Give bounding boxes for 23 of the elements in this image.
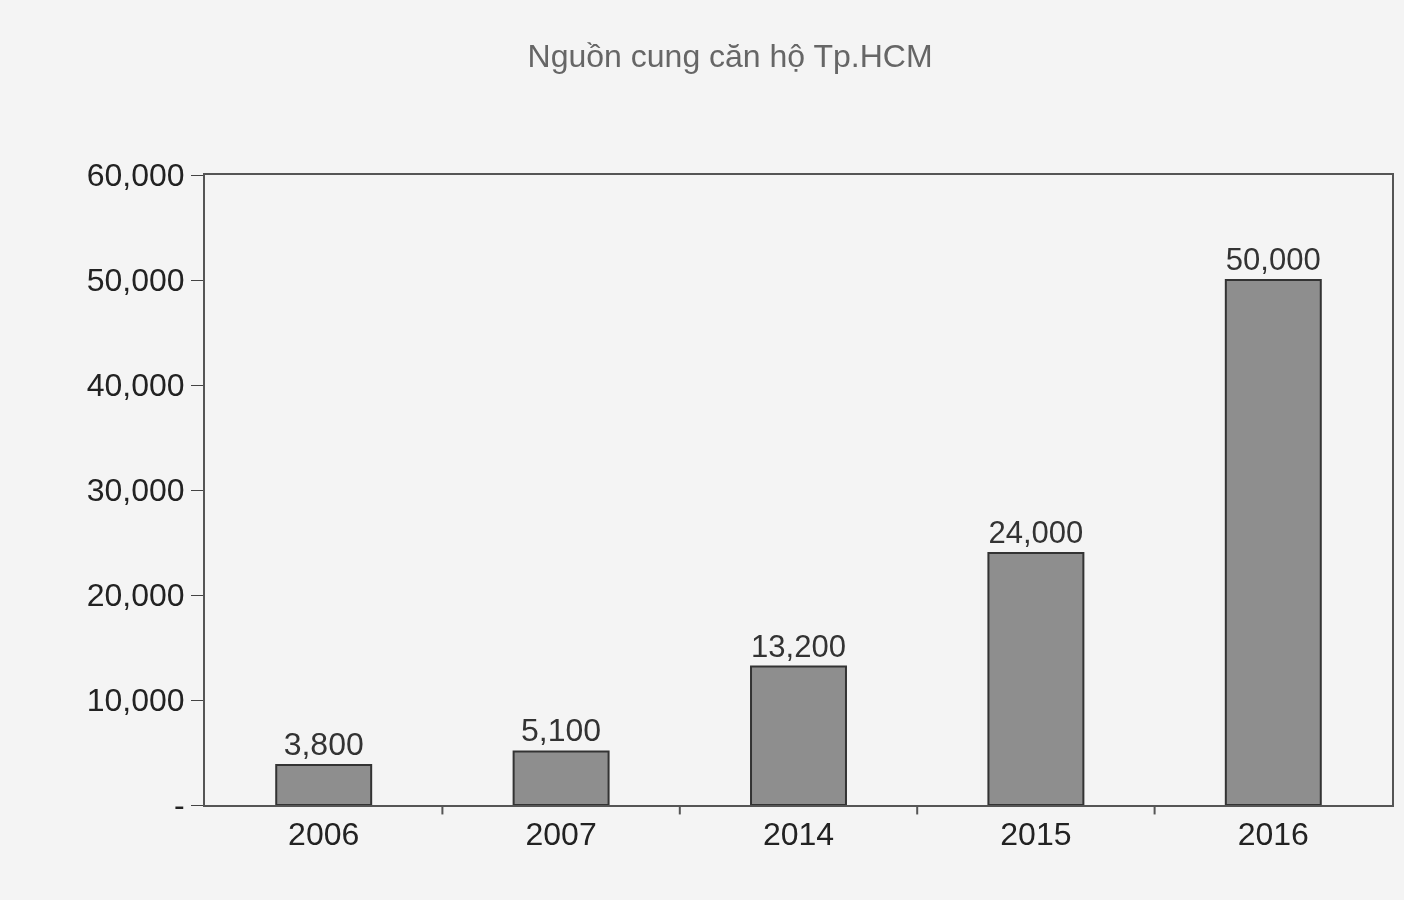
data-label: 50,000 bbox=[1225, 242, 1321, 278]
y-tick-label: 60,000 bbox=[86, 157, 185, 194]
y-tick-label: - bbox=[173, 787, 185, 824]
data-label: 24,000 bbox=[988, 515, 1084, 551]
bar bbox=[1224, 279, 1322, 805]
data-label: 13,200 bbox=[751, 628, 846, 664]
x-tick-label: 2014 bbox=[762, 816, 835, 853]
y-tick-label: 40,000 bbox=[86, 367, 185, 404]
x-tick-label: 2016 bbox=[1237, 816, 1309, 853]
data-label: 5,100 bbox=[521, 712, 602, 749]
y-tick-label: 30,000 bbox=[86, 472, 185, 509]
bar bbox=[275, 764, 373, 805]
data-label: 3,800 bbox=[283, 726, 364, 763]
bar bbox=[750, 665, 847, 805]
x-tick-label: 2015 bbox=[1000, 816, 1072, 853]
y-tick-label: 50,000 bbox=[86, 262, 185, 299]
chart-title: Nguồn cung căn hộ Tp.HCM bbox=[527, 38, 933, 75]
y-tick-label: 10,000 bbox=[86, 682, 185, 719]
x-tick-label: 2006 bbox=[288, 816, 360, 853]
bar bbox=[987, 552, 1085, 805]
x-tick-label: 2007 bbox=[525, 816, 597, 853]
bar bbox=[512, 750, 610, 805]
y-tick-label: 20,000 bbox=[86, 577, 185, 614]
